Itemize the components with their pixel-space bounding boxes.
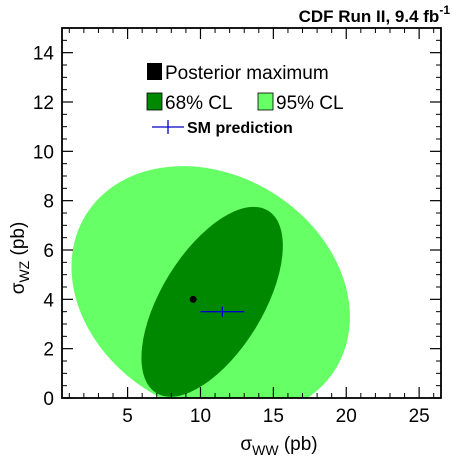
posterior-maximum-point [189,295,197,303]
legend-swatch-posterior-maximum [147,63,162,80]
x-tick-label: 20 [336,406,357,427]
y-tick-label: 2 [43,340,54,361]
y-tick-label: 8 [43,192,54,213]
x-tick-label: 15 [263,406,284,427]
legend-swatch-68cl [146,92,163,111]
region-68cl [141,206,283,397]
y-tick-label: 10 [33,142,54,163]
y-tick-label: 4 [43,290,54,311]
legend: Posterior maximum 68% CL 95% CL SM predi… [146,63,344,137]
y-tick-label: 0 [43,389,54,410]
legend-label-68cl: 68% CL [165,93,233,114]
x-tick-label: 25 [409,406,430,427]
y-tick-label: 12 [33,93,54,114]
legend-label-95cl: 95% CL [276,93,344,114]
x-axis-title: σWW (pb) [240,434,317,458]
x-tick-label: 10 [190,406,211,427]
y-tick-label: 14 [33,44,55,65]
legend-label-sm-prediction: SM prediction [187,120,293,137]
x-tick-label: 5 [122,406,133,427]
legend-label-posterior-maximum: Posterior maximum [165,63,329,84]
chart-header: CDF Run II, 9.4 fb-1 [299,3,451,26]
legend-swatch-95cl [257,92,274,111]
regions-clipped [71,166,350,398]
y-tick-label: 6 [43,241,54,262]
y-axis-title: σWZ (pb) [8,222,32,295]
